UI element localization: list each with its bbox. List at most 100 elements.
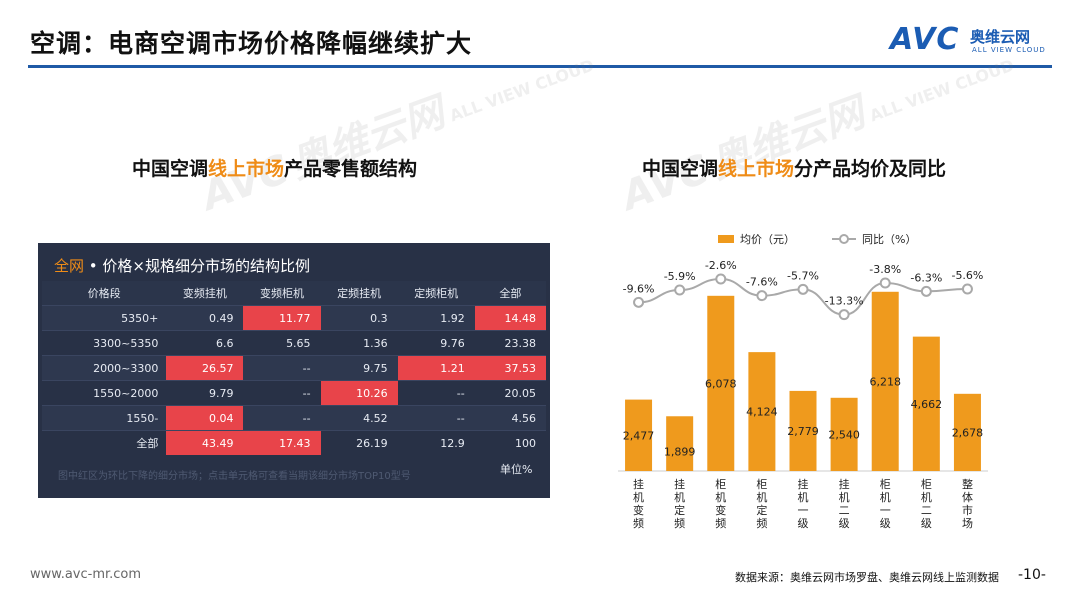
table-cell[interactable]: 43.49 (166, 430, 244, 455)
bar-value-label: 4,124 (746, 406, 778, 419)
table-cell[interactable]: 9.79 (166, 380, 244, 406)
x-tick-label: 整 (962, 477, 973, 491)
yoy-point (797, 283, 809, 295)
footer-source: 数据来源：奥维云网市场罗盘、奥维云网线上监测数据 (735, 571, 999, 584)
scope-selector[interactable]: 全网 (54, 257, 85, 275)
yoy-point (879, 277, 891, 289)
legend-label-bar: 均价（元） (740, 233, 795, 246)
yoy-value-label: -5.6% (951, 269, 983, 282)
table-cell[interactable]: 14.48 (474, 305, 546, 331)
x-tick-label: 场 (962, 516, 973, 530)
x-tick-label: 定 (756, 503, 767, 517)
table-cell[interactable]: 0.04 (166, 405, 244, 431)
table-cell[interactable]: 4.52 (320, 405, 398, 431)
table-cell[interactable]: -- (243, 380, 321, 406)
panel-note: 图中红区为环比下降的细分市场；点击单元格可查看当期该细分市场TOP10型号 (58, 471, 411, 482)
table-row: 3300~5350 6.6 5.65 1.36 9.76 23.38 (42, 330, 546, 356)
bar-value-label: 2,678 (952, 426, 984, 439)
x-tick-label: 挂 (798, 477, 809, 491)
x-tick-label: 二 (921, 504, 932, 517)
table-cell[interactable]: 37.53 (474, 355, 546, 381)
yoy-value-label: -5.9% (664, 270, 696, 283)
yoy-value-label: -3.8% (869, 263, 901, 276)
bar (830, 397, 858, 471)
table-cell[interactable]: 9.75 (320, 355, 398, 381)
col-header: 定频挂机 (320, 281, 398, 306)
x-tick-label: 频 (633, 516, 644, 530)
yoy-value-label: -6.3% (910, 271, 942, 284)
x-tick-label: 机 (756, 490, 767, 504)
footer-url: www.avc-mr.com (30, 567, 142, 582)
yoy-point (961, 283, 973, 295)
table-cell[interactable]: 1.92 (397, 305, 475, 331)
x-tick-label: 频 (756, 516, 767, 530)
table-cell[interactable]: 9.76 (397, 330, 475, 356)
table-cell[interactable]: 0.49 (166, 305, 244, 331)
table-cell[interactable]: 6.6 (166, 330, 244, 356)
table-cell[interactable]: -- (397, 405, 475, 431)
x-tick-label: 市 (962, 503, 973, 517)
table-cell[interactable]: 10.26 (320, 380, 398, 406)
x-tick-label: 挂 (633, 477, 644, 491)
yoy-point (674, 284, 686, 296)
col-header: 变频柜机 (243, 281, 321, 306)
x-tick-label: 变 (633, 503, 644, 517)
structure-table: 价格段 变频挂机 变频柜机 定频挂机 定频柜机 全部 5350+ 0.49 11.7… (42, 281, 546, 455)
x-tick-label: 机 (633, 490, 644, 504)
legend-swatch-bar (718, 235, 734, 243)
table-cell[interactable]: 12.9 (397, 430, 475, 455)
yoy-value-label: -9.6% (623, 282, 655, 295)
x-tick-label: 定 (674, 503, 685, 517)
bar-value-label: 2,779 (787, 425, 819, 438)
logo-avc: AVC (890, 22, 960, 57)
yoy-point (756, 290, 768, 302)
left-title-post: 产品零售额结构 (284, 158, 418, 180)
table-cell[interactable]: 26.19 (320, 430, 398, 455)
x-tick-label: 一 (798, 504, 809, 517)
table-cell[interactable]: 20.05 (474, 380, 546, 406)
market-structure-panel: 全网 • 价格×规格细分市场的结构比例 价格段 变频挂机 变频柜机 定频挂机 定… (38, 243, 550, 498)
yoy-value-label: -13.3% (825, 295, 864, 308)
table-row: 全部 43.49 17.43 26.19 12.9 100 (42, 430, 546, 455)
yoy-value-label: -2.6% (705, 259, 737, 272)
yoy-value-label: -7.6% (746, 276, 778, 289)
x-tick-label: 变 (715, 503, 726, 517)
bar-value-label: 2,477 (623, 429, 655, 442)
x-tick-label: 挂 (839, 477, 850, 491)
table-cell[interactable]: 5.65 (243, 330, 321, 356)
bar (871, 291, 899, 471)
table-cell[interactable]: 26.57 (166, 355, 244, 381)
page-title: 空调：电商空调市场价格降幅继续扩大 (30, 29, 473, 58)
table-cell[interactable]: 23.38 (474, 330, 546, 356)
table-cell[interactable]: 17.43 (243, 430, 321, 455)
table-row: 1550- 0.04 -- 4.52 -- 4.56 (42, 405, 546, 431)
x-tick-label: 二 (839, 504, 850, 517)
table-cell[interactable]: -- (243, 405, 321, 431)
table-cell[interactable]: -- (243, 355, 321, 381)
bar-value-label: 6,218 (869, 375, 901, 388)
col-header: 全部 (474, 281, 546, 306)
table-cell[interactable]: -- (397, 380, 475, 406)
yoy-value-label: -5.7% (787, 269, 819, 282)
x-tick-label: 级 (798, 517, 809, 530)
x-tick-label: 挂 (674, 477, 685, 491)
table-row: 1550~2000 9.79 -- 10.26 -- 20.05 (42, 380, 546, 406)
x-tick-label: 级 (880, 517, 891, 530)
table-cell[interactable]: 11.77 (243, 305, 321, 331)
bar (707, 295, 735, 471)
table-cell[interactable]: 100 (474, 430, 546, 455)
row-label: 1550~2000 (42, 380, 167, 406)
x-tick-label: 机 (880, 490, 891, 504)
x-tick-label: 柜 (715, 478, 726, 491)
table-cell[interactable]: 4.56 (474, 405, 546, 431)
page-number: -10- (1018, 567, 1046, 583)
table-cell[interactable]: 1.21 (397, 355, 475, 381)
logo-cn: 奥维云网 (970, 28, 1031, 46)
x-tick-label: 机 (674, 490, 685, 504)
table-cell[interactable]: 0.3 (320, 305, 398, 331)
right-title-post: 分产品均价及同比 (794, 158, 947, 180)
right-title-highlight: 线上市场 (718, 158, 795, 180)
brand-logo: AVC 奥维云网 ALL VIEW CLOUD (890, 22, 1060, 60)
table-cell[interactable]: 1.36 (320, 330, 398, 356)
